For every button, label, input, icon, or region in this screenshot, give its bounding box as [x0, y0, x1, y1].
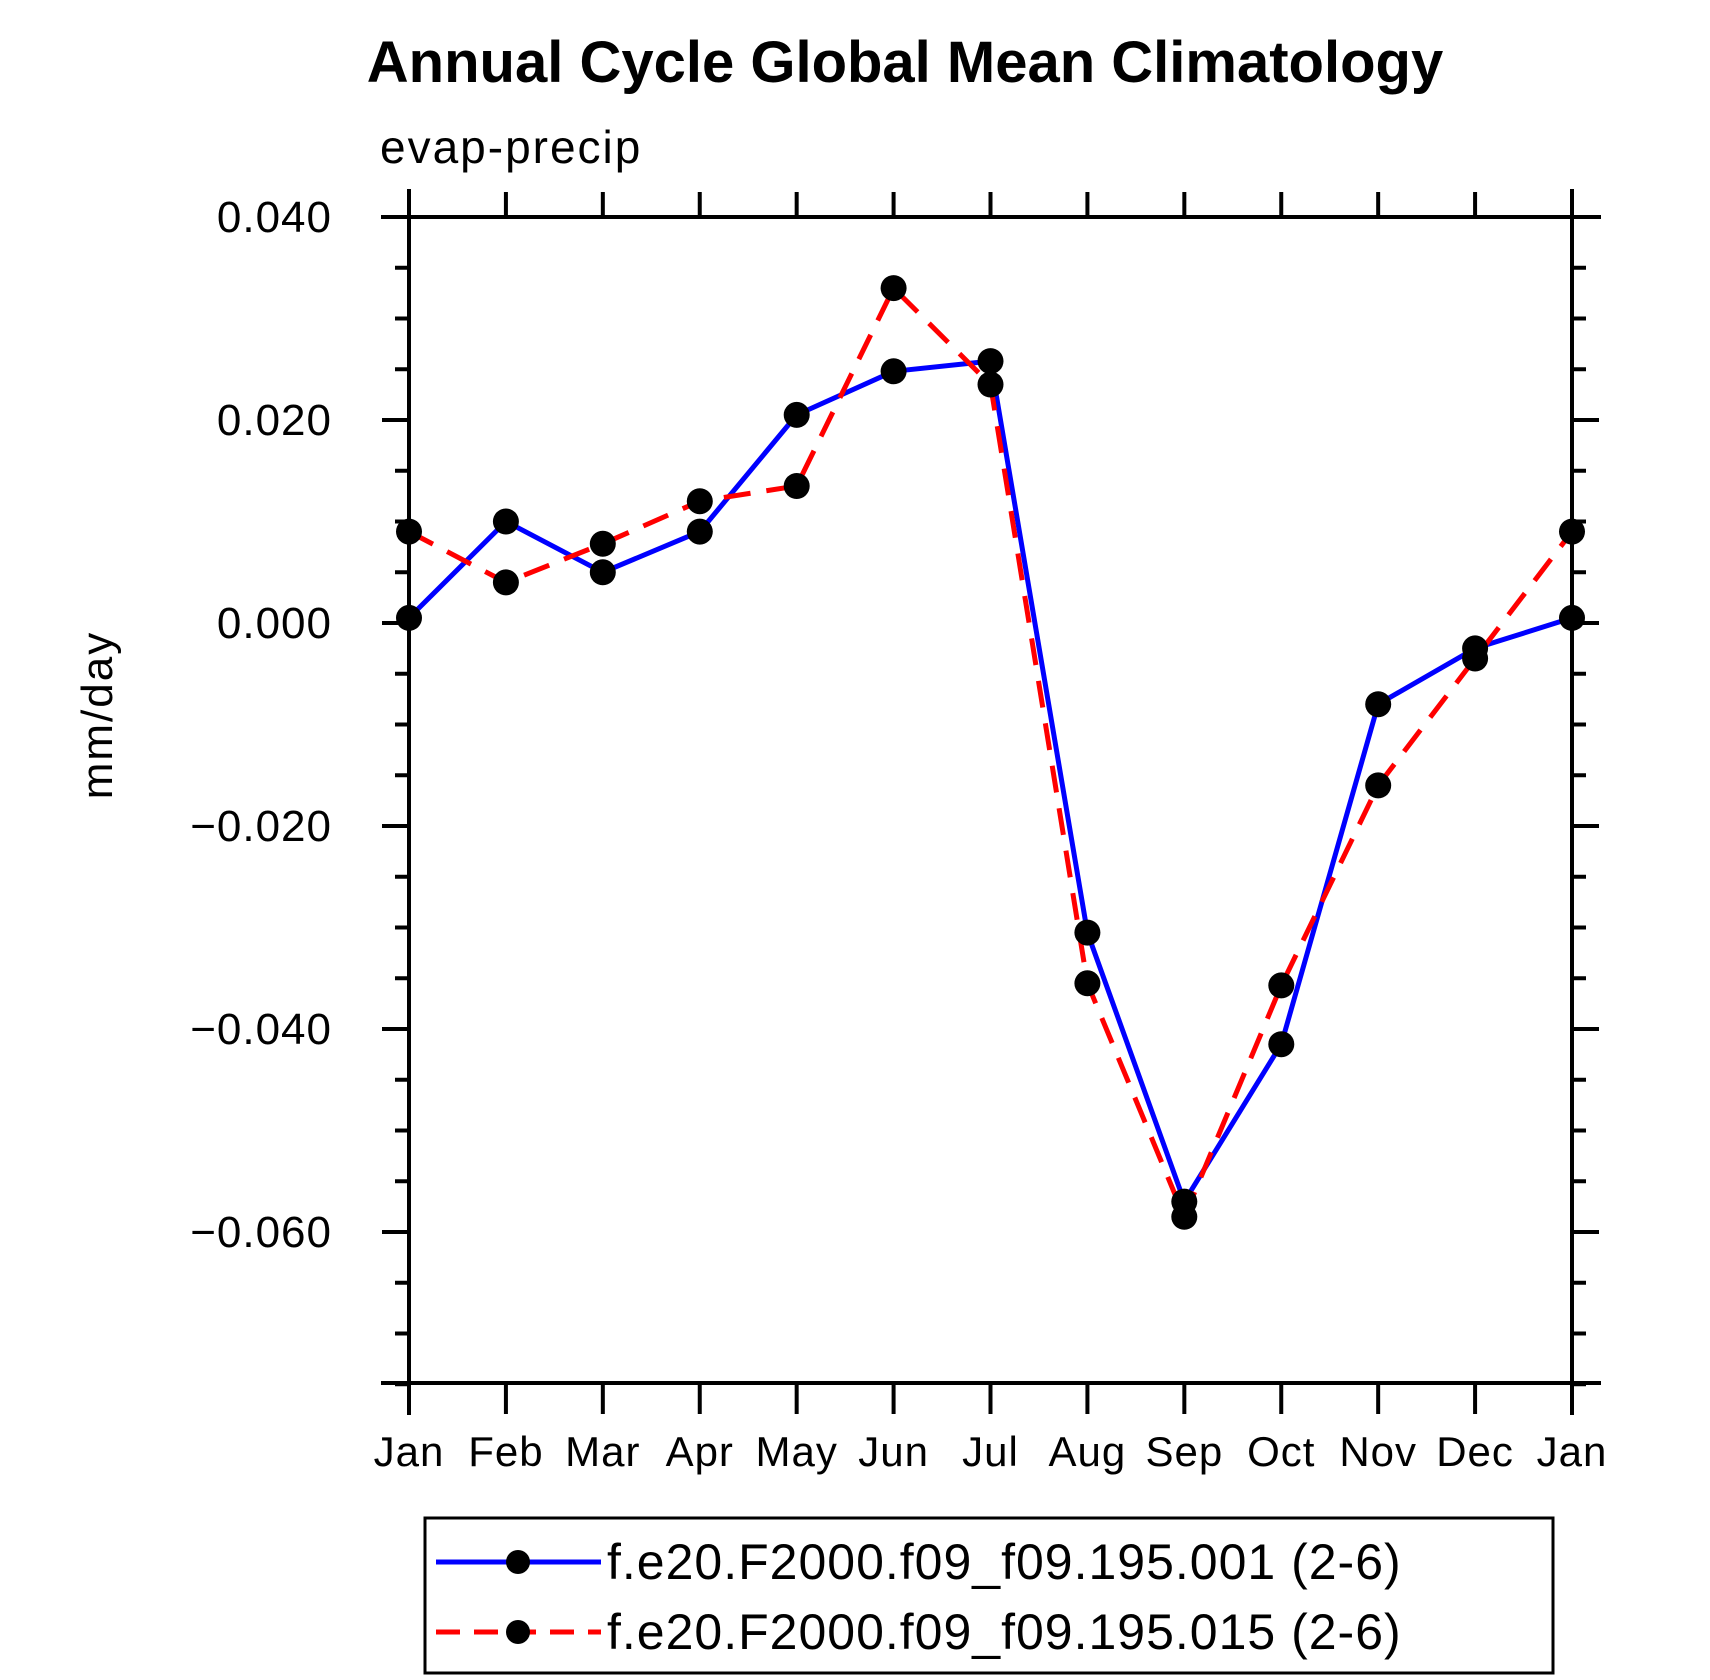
x-tick-label: Mar — [565, 1428, 640, 1475]
data-point-s1-Oct — [1268, 972, 1295, 999]
x-tick-label: Jun — [858, 1428, 929, 1475]
y-tick-label: −0.040 — [190, 1005, 332, 1054]
y-tick-label: 0.020 — [217, 396, 332, 445]
x-tick-label: Aug — [1049, 1428, 1127, 1475]
legend-marker-1 — [506, 1620, 530, 1644]
data-point-s1-Aug — [1074, 970, 1101, 997]
data-point-s0-May — [783, 401, 810, 428]
data-point-s1-Jul — [977, 371, 1004, 398]
x-tick-label: Apr — [666, 1428, 734, 1475]
legend-marker-0 — [506, 1550, 530, 1574]
x-tick-label: Jan — [374, 1428, 445, 1475]
data-point-s1-Sep — [1171, 1203, 1198, 1230]
data-point-s1-May — [783, 473, 810, 499]
data-point-s1-Dec — [1462, 645, 1489, 672]
data-point-s0-Jan — [1559, 604, 1585, 631]
x-tick-label: Dec — [1436, 1428, 1514, 1475]
data-point-s0-Mar — [589, 559, 616, 586]
y-tick-label: 0.000 — [217, 599, 332, 648]
legend-label-1: f.e20.F2000.f09_f09.195.015 (2-6) — [607, 1604, 1402, 1660]
chart-title: Annual Cycle Global Mean Climatology — [367, 30, 1443, 95]
series-line-0 — [407, 358, 1573, 1205]
data-point-s0-Oct — [1268, 1031, 1295, 1058]
data-point-s1-Mar — [589, 530, 616, 557]
data-point-s0-Nov — [1365, 691, 1392, 718]
y-tick-label: −0.060 — [190, 1208, 332, 1257]
data-point-s0-Jun — [880, 358, 907, 385]
data-point-s1-Feb — [492, 569, 519, 596]
series-line-1 — [407, 285, 1574, 1220]
chart-subtitle-left: evap-precip — [380, 121, 642, 173]
data-point-s0-Jul — [977, 348, 1004, 375]
legend-box — [423, 1516, 1555, 1675]
x-tick-label: Sep — [1145, 1428, 1223, 1475]
legend-label-0: f.e20.F2000.f09_f09.195.001 (2-6) — [607, 1534, 1402, 1590]
x-tick-label: May — [755, 1428, 837, 1475]
data-point-s1-Jan — [396, 518, 422, 545]
data-point-s0-Apr — [686, 518, 713, 545]
data-point-s1-Jan — [1559, 518, 1585, 545]
x-tick-label: Nov — [1339, 1428, 1417, 1475]
y-tick-label: 0.040 — [217, 193, 332, 242]
data-point-s1-Nov — [1365, 772, 1392, 799]
data-point-s0-Feb — [492, 508, 519, 535]
x-tick-label: Oct — [1247, 1428, 1315, 1475]
x-tick-label: Jan — [1537, 1428, 1608, 1475]
data-point-s0-Aug — [1074, 919, 1101, 946]
data-point-s1-Jun — [880, 275, 907, 302]
y-axis-title: mm/day — [73, 631, 122, 799]
data-point-s0-Jan — [396, 604, 422, 631]
data-point-s1-Apr — [686, 488, 713, 515]
x-tick-label: Feb — [468, 1428, 543, 1475]
y-tick-label: −0.020 — [190, 802, 332, 851]
x-tick-label: Jul — [962, 1428, 1019, 1475]
